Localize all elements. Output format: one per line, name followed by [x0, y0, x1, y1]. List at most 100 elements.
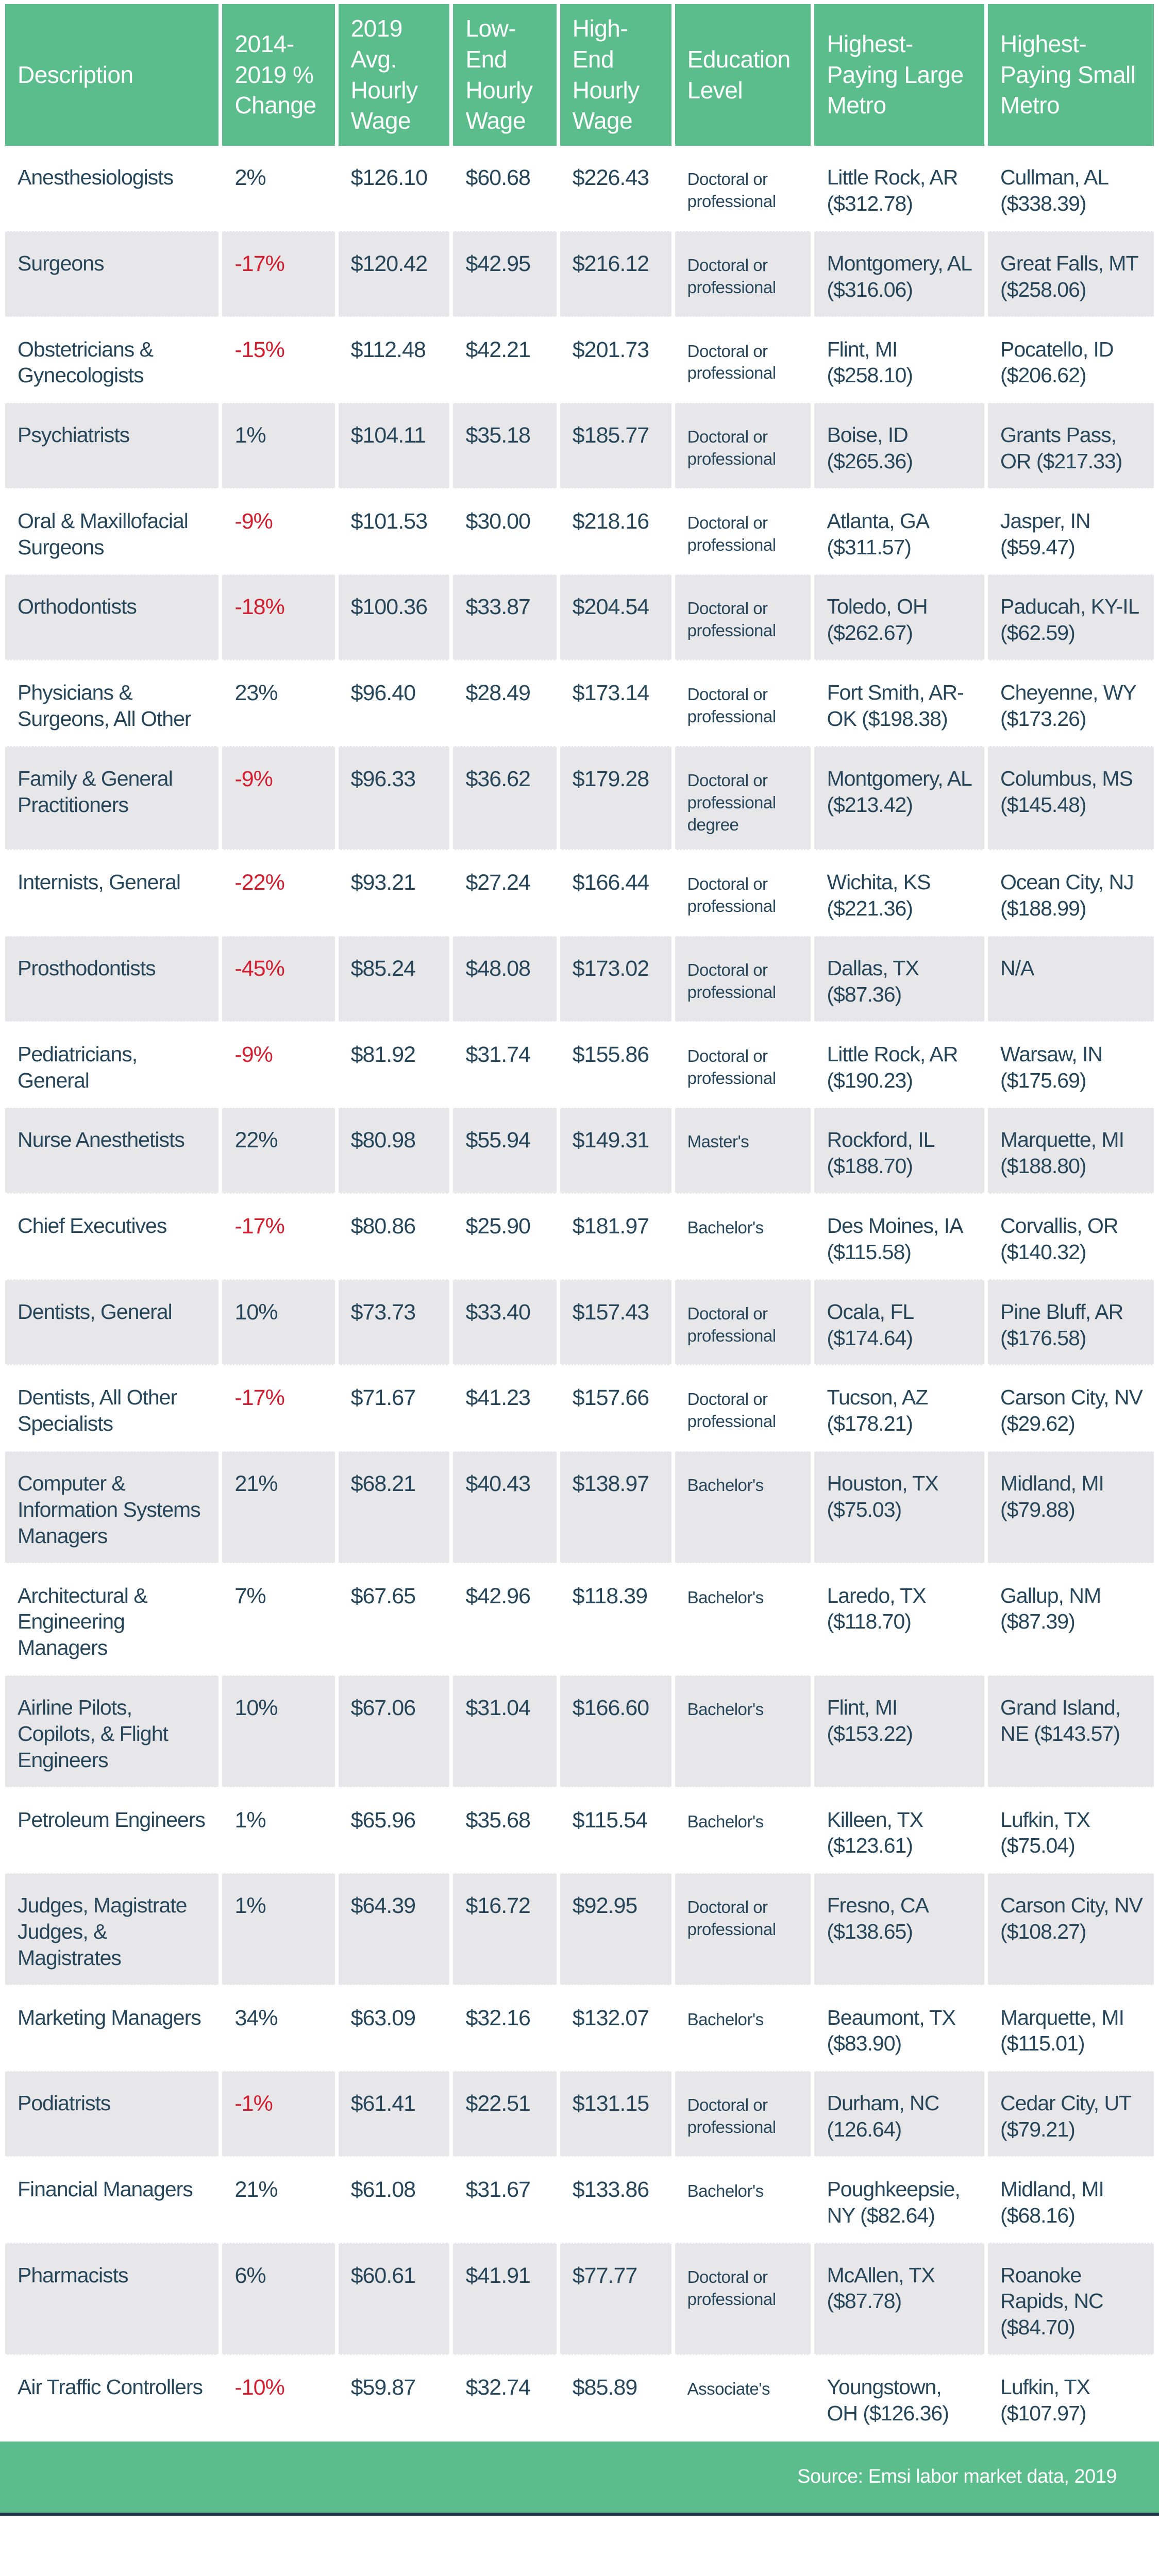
cell-high-wage: $185.77	[558, 402, 675, 489]
cell-large-metro: Fresno, CA ($138.65)	[812, 1873, 988, 1986]
col-header-pct-change: 2014-2019 % Change	[220, 4, 339, 146]
cell-small-metro: Marquette, MI ($188.80)	[986, 1107, 1154, 1195]
cell-education: Doctoral or professional	[673, 2243, 815, 2356]
cell-avg-wage: $81.92	[337, 1022, 453, 1109]
cell-description: Airline Pilots, Copilots, & Flight Engin…	[5, 1675, 223, 1788]
cell-education: Bachelor's	[673, 2157, 815, 2244]
cell-description: Family & General Practitioners	[5, 746, 223, 851]
cell-high-wage: $157.66	[558, 1365, 675, 1452]
cell-large-metro: Montgomery, AL ($213.42)	[812, 746, 988, 851]
cell-pct-change: -17%	[220, 231, 339, 318]
cell-large-metro: Dallas, TX ($87.36)	[812, 936, 988, 1023]
cell-high-wage: $133.86	[558, 2157, 675, 2244]
col-header-low-wage: Low-End Hourly Wage	[451, 4, 560, 146]
cell-small-metro: Warsaw, IN ($175.69)	[986, 1022, 1154, 1109]
cell-small-metro: Pine Bluff, AR ($176.58)	[986, 1279, 1154, 1366]
table-row: Orthodontists -18% $100.36 $33.87 $204.5…	[5, 574, 1154, 662]
cell-avg-wage: $120.42	[337, 231, 453, 318]
cell-low-wage: $41.91	[451, 2243, 560, 2356]
cell-low-wage: $33.87	[451, 574, 560, 662]
cell-description: Pharmacists	[5, 2243, 223, 2356]
cell-small-metro: Grants Pass, OR ($217.33)	[986, 402, 1154, 489]
cell-large-metro: Montgomery, AL ($316.06)	[812, 231, 988, 318]
cell-pct-change: -18%	[220, 574, 339, 662]
cell-large-metro: Houston, TX ($75.03)	[812, 1451, 988, 1564]
table-row: Pediatricians, General -9% $81.92 $31.74…	[5, 1022, 1154, 1109]
cell-description: Prosthodontists	[5, 936, 223, 1023]
cell-high-wage: $138.97	[558, 1451, 675, 1564]
cell-high-wage: $157.43	[558, 1279, 675, 1366]
table-row: Petroleum Engineers 1% $65.96 $35.68 $11…	[5, 1787, 1154, 1874]
cell-low-wage: $60.68	[451, 146, 560, 232]
cell-education: Bachelor's	[673, 1787, 815, 1874]
table-row: Oral & Maxillofacial Surgeons -9% $101.5…	[5, 488, 1154, 575]
cell-pct-change: 1%	[220, 1873, 339, 1986]
cell-low-wage: $25.90	[451, 1193, 560, 1280]
cell-description: Financial Managers	[5, 2157, 223, 2244]
occupation-wage-table: Description 2014-2019 % Change 2019 Avg.…	[5, 4, 1154, 2442]
cell-avg-wage: $61.41	[337, 2071, 453, 2158]
cell-avg-wage: $85.24	[337, 936, 453, 1023]
cell-small-metro: Midland, MI ($79.88)	[986, 1451, 1154, 1564]
cell-avg-wage: $65.96	[337, 1787, 453, 1874]
cell-large-metro: Rockford, IL ($188.70)	[812, 1107, 988, 1195]
cell-low-wage: $31.67	[451, 2157, 560, 2244]
cell-description: Computer & Information Systems Managers	[5, 1451, 223, 1564]
cell-large-metro: Ocala, FL ($174.64)	[812, 1279, 988, 1366]
table-row: Obstetricians & Gynecologists -15% $112.…	[5, 317, 1154, 404]
cell-pct-change: 34%	[220, 1985, 339, 2072]
table-row: Chief Executives -17% $80.86 $25.90 $181…	[5, 1193, 1154, 1280]
cell-education: Doctoral or professional degree	[673, 746, 815, 851]
cell-small-metro: Marquette, MI ($115.01)	[986, 1985, 1154, 2072]
cell-description: Oral & Maxillofacial Surgeons	[5, 488, 223, 575]
cell-description: Judges, Magistrate Judges, & Magistrates	[5, 1873, 223, 1986]
cell-high-wage: $92.95	[558, 1873, 675, 1986]
source-note: Source: Emsi labor market data, 2019	[797, 2466, 1117, 2488]
cell-avg-wage: $63.09	[337, 1985, 453, 2072]
cell-low-wage: $42.95	[451, 231, 560, 318]
table-row: Family & General Practitioners -9% $96.3…	[5, 746, 1154, 851]
cell-small-metro: Carson City, NV ($108.27)	[986, 1873, 1154, 1986]
cell-large-metro: Des Moines, IA ($115.58)	[812, 1193, 988, 1280]
cell-description: Anesthesiologists	[5, 146, 223, 232]
cell-pct-change: 23%	[220, 660, 339, 747]
cell-avg-wage: $67.06	[337, 1675, 453, 1788]
cell-low-wage: $35.18	[451, 402, 560, 489]
cell-high-wage: $181.97	[558, 1193, 675, 1280]
cell-high-wage: $173.02	[558, 936, 675, 1023]
cell-avg-wage: $96.33	[337, 746, 453, 851]
cell-low-wage: $55.94	[451, 1107, 560, 1195]
cell-description: Nurse Anesthetists	[5, 1107, 223, 1195]
cell-large-metro: Beaumont, TX ($83.90)	[812, 1985, 988, 2072]
cell-large-metro: Poughkeepsie, NY ($82.64)	[812, 2157, 988, 2244]
cell-small-metro: Midland, MI ($68.16)	[986, 2157, 1154, 2244]
cell-large-metro: Durham, NC (126.64)	[812, 2071, 988, 2158]
cell-description: Dentists, All Other Specialists	[5, 1365, 223, 1452]
cell-education: Doctoral or professional	[673, 317, 815, 404]
cell-pct-change: 6%	[220, 2243, 339, 2356]
cell-avg-wage: $104.11	[337, 402, 453, 489]
cell-pct-change: 21%	[220, 2157, 339, 2244]
cell-small-metro: Cullman, AL ($338.39)	[986, 146, 1154, 232]
cell-high-wage: $226.43	[558, 146, 675, 232]
cell-description: Marketing Managers	[5, 1985, 223, 2072]
cell-large-metro: McAllen, TX ($87.78)	[812, 2243, 988, 2356]
cell-description: Petroleum Engineers	[5, 1787, 223, 1874]
cell-description: Psychiatrists	[5, 402, 223, 489]
source-footer-bar: Source: Emsi labor market data, 2019	[0, 2441, 1159, 2513]
cell-large-metro: Killeen, TX ($123.61)	[812, 1787, 988, 1874]
cell-low-wage: $28.49	[451, 660, 560, 747]
cell-description: Air Traffic Controllers	[5, 2354, 223, 2442]
col-header-description: Description	[5, 4, 223, 146]
cell-high-wage: $149.31	[558, 1107, 675, 1195]
col-header-high-wage: High-End Hourly Wage	[558, 4, 675, 146]
table-row: Judges, Magistrate Judges, & Magistrates…	[5, 1873, 1154, 1986]
cell-pct-change: -15%	[220, 317, 339, 404]
cell-small-metro: Ocean City, NJ ($188.99)	[986, 850, 1154, 937]
cell-education: Doctoral or professional	[673, 1022, 815, 1109]
cell-low-wage: $40.43	[451, 1451, 560, 1564]
cell-description: Pediatricians, General	[5, 1022, 223, 1109]
header-row: Description 2014-2019 % Change 2019 Avg.…	[5, 4, 1154, 146]
cell-pct-change: -1%	[220, 2071, 339, 2158]
cell-low-wage: $32.16	[451, 1985, 560, 2072]
